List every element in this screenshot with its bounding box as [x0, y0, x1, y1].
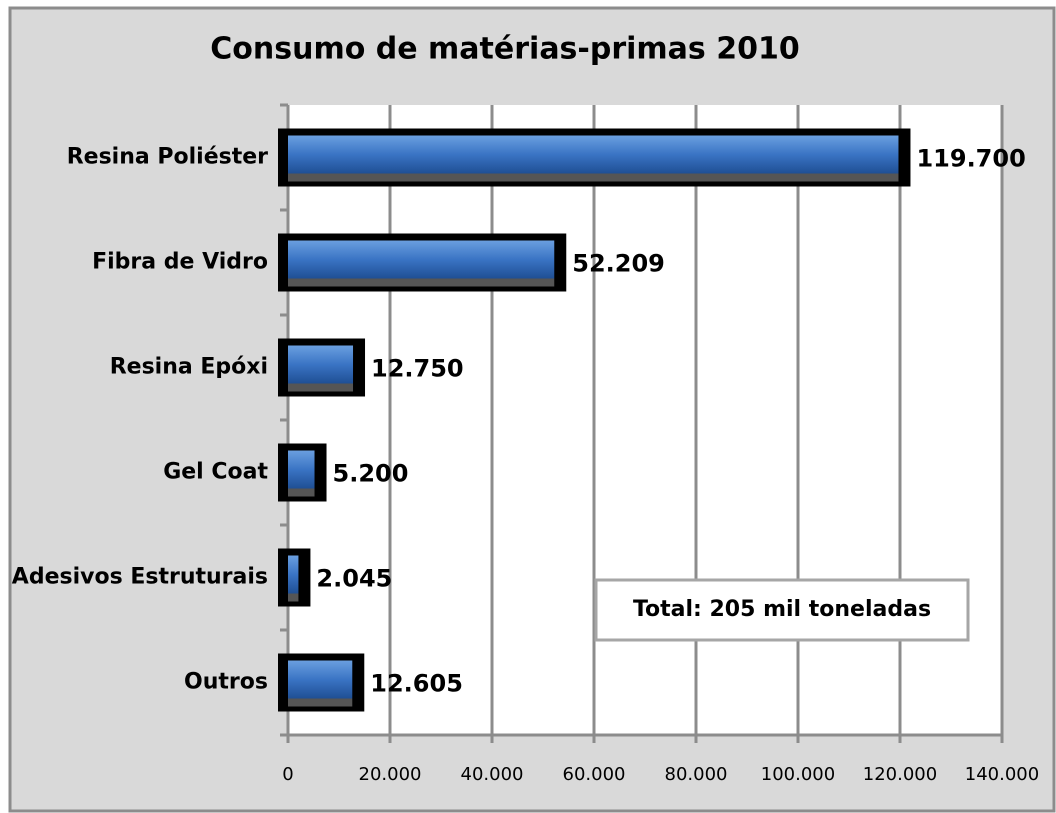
bar: [288, 660, 353, 699]
x-tick-label: 20.000: [359, 764, 422, 785]
bar: [288, 345, 354, 384]
bar-base: [288, 488, 315, 497]
bar-base: [288, 698, 353, 707]
annotation-box: [594, 578, 970, 642]
y-tick-label: Gel Coat: [163, 460, 268, 485]
x-tick-label: 60.000: [563, 764, 626, 785]
bar-base: [288, 383, 354, 392]
bar: [288, 450, 315, 489]
value-label: 119.700: [916, 145, 1025, 173]
x-tick-label: 140.000: [965, 764, 1039, 785]
value-label: 12.750: [371, 355, 464, 383]
bar-base: [288, 173, 899, 182]
value-label: 12.605: [370, 670, 463, 698]
x-tick-label: 80.000: [665, 764, 728, 785]
y-tick-label: Resina Poliéster: [67, 145, 268, 170]
value-label: 5.200: [333, 460, 409, 488]
bar-base: [288, 593, 299, 602]
value-label: 2.045: [316, 565, 392, 593]
x-tick-label: 120.000: [863, 764, 937, 785]
bar: [288, 135, 899, 174]
annotation: Total: 205 mil toneladas: [633, 597, 931, 622]
x-tick-label: 100.000: [761, 764, 835, 785]
bar: [288, 240, 555, 279]
chart-title: Consumo de matérias-primas 2010: [210, 32, 799, 67]
x-tick-label: 0: [282, 764, 293, 785]
y-tick-label: Fibra de Vidro: [92, 250, 268, 275]
x-tick-label: 40.000: [461, 764, 524, 785]
y-tick-label: Resina Epóxi: [110, 355, 268, 380]
y-tick-label: Outros: [184, 670, 268, 695]
bar-base: [288, 278, 555, 287]
value-label: 52.209: [572, 250, 665, 278]
bar: [288, 555, 299, 594]
y-tick-label: Adesivos Estruturais: [12, 565, 268, 590]
